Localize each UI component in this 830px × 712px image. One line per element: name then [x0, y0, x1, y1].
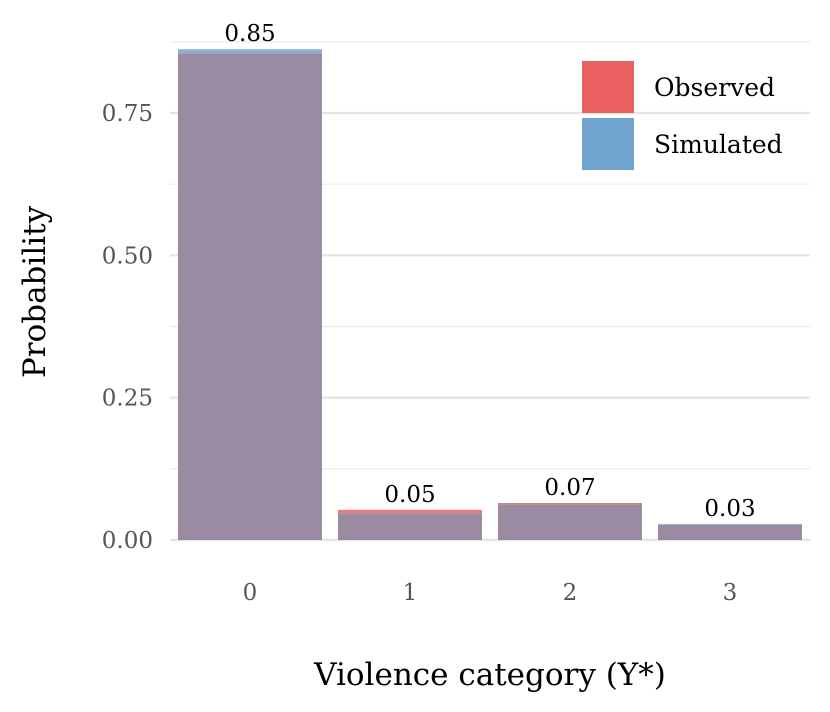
x-tick-label: 1 [403, 580, 418, 606]
bar-observed-excess-2 [498, 502, 642, 505]
data-label-0: 0.85 [224, 21, 275, 47]
bar-simulated-excess-3 [658, 524, 802, 525]
y-axis-ticks: 0.00 0.25 0.50 0.75 [102, 101, 153, 554]
legend-label-observed: Observed [654, 73, 775, 102]
bars [178, 49, 802, 540]
x-tick-label: 2 [563, 580, 578, 606]
data-label-2: 0.07 [544, 475, 595, 501]
data-label-1: 0.05 [384, 482, 435, 508]
y-tick-label: 0.25 [102, 386, 153, 412]
data-label-3: 0.03 [704, 496, 755, 522]
bar-overlap-1 [338, 513, 482, 540]
bar-overlap-3 [658, 524, 802, 540]
x-axis-title: Violence category (Y*) [313, 657, 666, 693]
bar-simulated-excess-0 [178, 49, 322, 54]
y-axis-title: Probability [17, 205, 53, 378]
legend-key-simulated [582, 118, 634, 170]
x-tick-label: 3 [723, 580, 738, 606]
y-tick-label: 0.00 [102, 528, 153, 554]
bar-overlap-2 [498, 504, 642, 540]
x-tick-label: 0 [243, 580, 258, 606]
bar-observed-excess-1 [338, 509, 482, 514]
y-tick-label: 0.75 [102, 101, 153, 127]
legend-key-observed [582, 61, 634, 113]
bar-overlap-0 [178, 53, 322, 540]
x-axis-ticks: 0 1 2 3 [243, 580, 738, 606]
data-labels: 0.85 0.05 0.07 0.03 [224, 21, 755, 522]
legend-label-simulated: Simulated [654, 130, 783, 159]
legend: Observed Simulated [582, 61, 783, 170]
y-tick-label: 0.50 [102, 243, 153, 269]
